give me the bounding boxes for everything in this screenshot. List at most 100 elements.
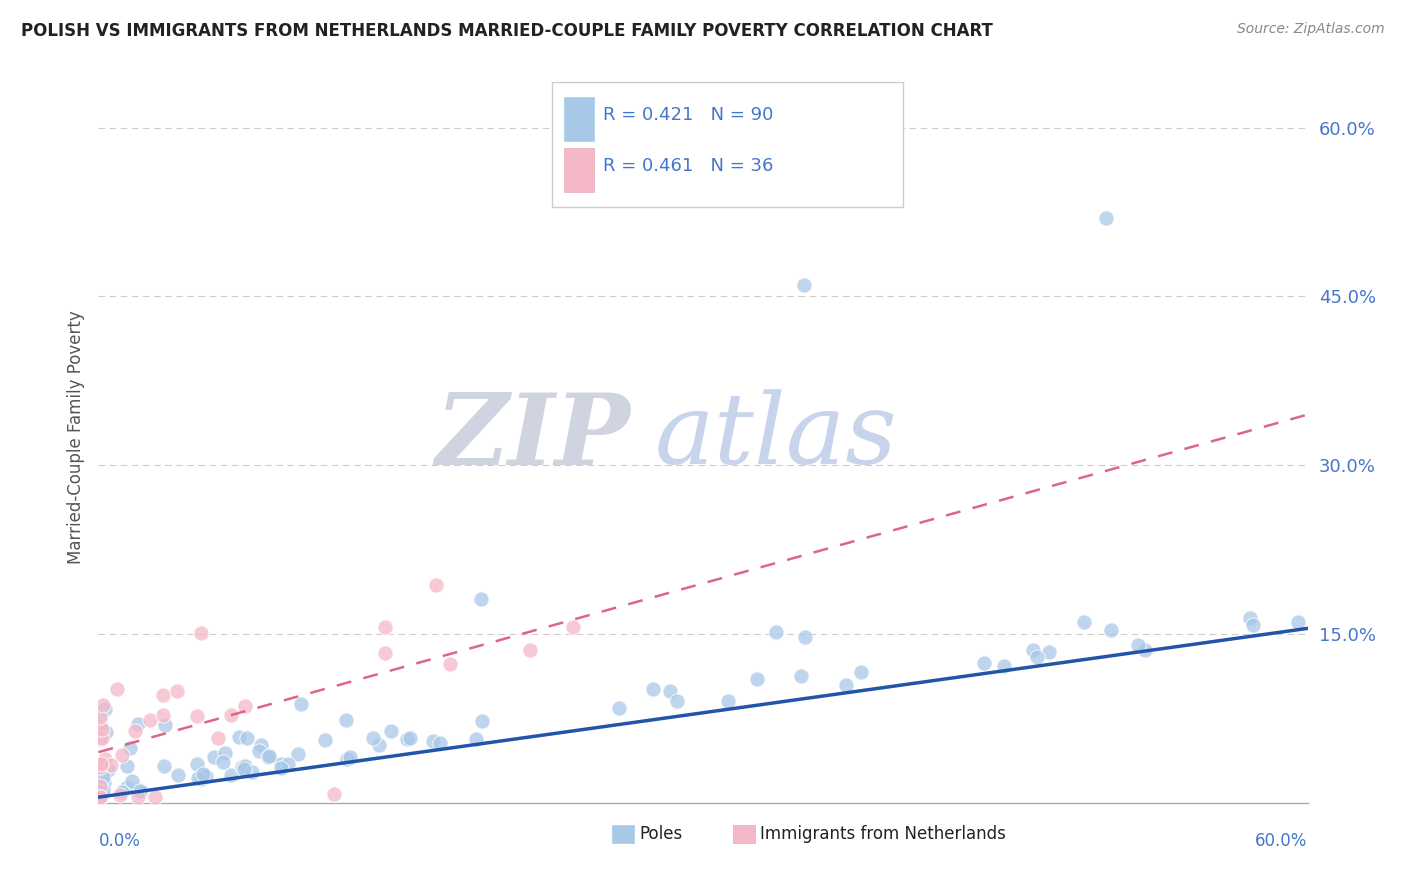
Point — [93, 776, 115, 790]
Point — [1128, 638, 1150, 652]
Point — [124, 723, 146, 738]
Point — [91, 698, 114, 712]
Point — [90, 756, 112, 770]
Point — [97, 763, 120, 777]
Point — [127, 790, 149, 805]
Point — [127, 781, 149, 796]
Point — [562, 619, 585, 633]
Point — [89, 779, 111, 793]
Point — [519, 643, 541, 657]
Point — [128, 782, 150, 797]
Point — [191, 767, 214, 781]
Point — [270, 761, 292, 775]
Point — [339, 750, 361, 764]
Point — [187, 771, 209, 785]
Point — [249, 743, 271, 757]
Point — [89, 789, 111, 804]
Point — [465, 731, 488, 746]
Point — [90, 788, 112, 802]
Point — [117, 780, 139, 794]
Point — [765, 624, 787, 639]
Point — [287, 747, 309, 762]
Point — [212, 755, 235, 769]
Point — [139, 713, 162, 727]
Bar — [613, 825, 634, 843]
Point — [89, 719, 111, 733]
Point — [361, 731, 384, 745]
Point — [277, 756, 299, 771]
Point — [193, 767, 215, 781]
Point — [129, 784, 152, 798]
Point — [90, 756, 112, 770]
Point — [219, 768, 242, 782]
Point — [89, 780, 111, 794]
Point — [1133, 643, 1156, 657]
Text: 0.0%: 0.0% — [98, 832, 141, 850]
Point — [166, 768, 188, 782]
Point — [232, 762, 254, 776]
Point — [108, 789, 131, 803]
Point — [190, 772, 212, 787]
Point — [129, 784, 152, 798]
Point — [789, 669, 811, 683]
Point — [195, 768, 218, 782]
Text: 60.0%: 60.0% — [1256, 832, 1308, 850]
Point — [89, 790, 111, 805]
Point — [439, 657, 461, 672]
Point — [257, 749, 280, 764]
Point — [471, 714, 494, 728]
Point — [89, 779, 111, 793]
Point — [143, 790, 166, 805]
Point — [368, 739, 391, 753]
Point — [250, 738, 273, 752]
Text: Poles: Poles — [638, 824, 682, 843]
Point — [665, 694, 688, 708]
Point — [1022, 643, 1045, 657]
Point — [228, 730, 250, 744]
Point — [207, 731, 229, 745]
Point — [1099, 623, 1122, 637]
Point — [993, 659, 1015, 673]
Point — [973, 657, 995, 671]
Point — [89, 714, 111, 728]
Point — [111, 748, 134, 763]
Bar — [564, 148, 595, 192]
Point — [422, 734, 444, 748]
Point — [186, 756, 208, 771]
Point — [152, 688, 174, 702]
Point — [242, 765, 264, 780]
Point — [398, 731, 420, 745]
Point — [793, 278, 815, 293]
Point — [336, 752, 359, 766]
Bar — [564, 97, 595, 141]
Point — [380, 723, 402, 738]
Point — [90, 756, 112, 771]
Point — [1038, 645, 1060, 659]
Point — [121, 774, 143, 789]
Point — [374, 620, 396, 634]
Point — [429, 736, 451, 750]
Point — [659, 684, 682, 698]
Point — [100, 757, 122, 772]
Point — [745, 672, 768, 686]
Point — [1073, 615, 1095, 629]
Point — [231, 760, 253, 774]
Point — [793, 630, 815, 644]
Point — [91, 782, 114, 797]
Point — [153, 718, 176, 732]
Point — [1286, 615, 1309, 630]
Point — [1095, 211, 1118, 225]
Point — [470, 591, 492, 606]
Text: Immigrants from Netherlands: Immigrants from Netherlands — [759, 824, 1005, 843]
Point — [219, 707, 242, 722]
Point — [89, 790, 111, 805]
Point — [152, 707, 174, 722]
Point — [186, 709, 208, 723]
Point — [91, 731, 114, 745]
Point — [641, 682, 664, 697]
Point — [115, 759, 138, 773]
Point — [111, 784, 134, 798]
Point — [270, 757, 292, 772]
Y-axis label: Married-Couple Family Poverty: Married-Couple Family Poverty — [66, 310, 84, 564]
Point — [96, 725, 118, 739]
